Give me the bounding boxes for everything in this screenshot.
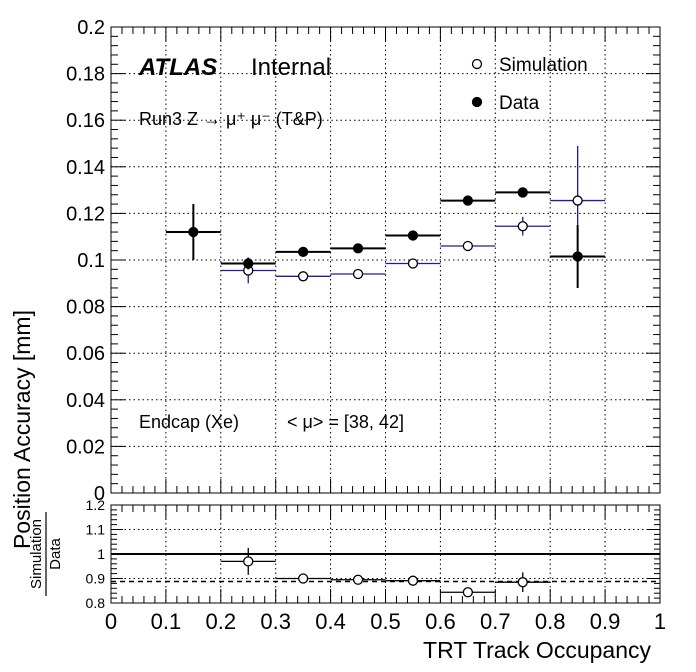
ratio-point	[407, 575, 419, 586]
simulation-point	[407, 258, 419, 269]
process-label: Run3 Z → μ⁺ μ⁻ (T&P)	[139, 109, 323, 129]
ratio-reference-lines	[111, 553, 660, 583]
data-point	[462, 195, 474, 206]
data-point	[352, 243, 364, 254]
ratio-panel: 0.80.911.11.2 0 0.1 0.2 0.3 0.4 0.5 0.6 0.7 0.8 0…	[28, 497, 666, 663]
data-point	[188, 226, 199, 238]
ratio-y-tick-label: 1.1	[86, 522, 106, 538]
atlas-brand: ATLAS	[138, 54, 217, 81]
x-tick-label: 0	[105, 609, 117, 634]
ratio-y-tick-label: 0.9	[86, 571, 106, 587]
x-axis-title: TRT Track Occupancy	[423, 637, 651, 663]
x-tick-label: 1	[654, 609, 666, 634]
y-tick-label: 0.18	[66, 64, 105, 86]
simulation-point	[572, 195, 583, 206]
main-ticks	[110, 26, 661, 494]
data-point	[572, 251, 583, 262]
ratio-point	[243, 556, 254, 567]
y-tick-label: 0	[94, 483, 105, 505]
legend-data-label: Data	[499, 93, 540, 114]
y-axis-title: Position Accuracy [mm]	[9, 310, 35, 549]
ratio-y-axis-title: Simulation Data	[28, 512, 64, 596]
main-panel: 00.020.040.060.080.10.120.140.160.180.2 …	[9, 17, 661, 549]
y-tick-label: 0.02	[66, 436, 105, 458]
x-tick-label: 0.3	[260, 609, 291, 634]
data-point	[243, 258, 254, 269]
main-series	[165, 145, 606, 288]
y-tick-label: 0.06	[66, 343, 105, 365]
atlas-status: Internal	[251, 54, 331, 81]
main-y-tick-labels: 0 0.02 0.04 0.06 0.08 0.1 0.12 0.14 0.16 0.18 0.2	[66, 17, 105, 505]
ratio-y-tick-label: 1	[97, 546, 105, 562]
y-tick-label: 0.1	[77, 250, 105, 272]
ratio-ticks	[110, 504, 661, 604]
y-tick-label: 0.2	[77, 17, 105, 39]
y-tick-label: 0.04	[66, 390, 105, 412]
x-tick-labels: 0 0.1 0.2 0.3 0.4 0.5 0.6 0.7 0.8 0.9 1	[105, 609, 666, 634]
data-point	[297, 246, 309, 257]
simulation-point	[462, 240, 474, 252]
x-tick-label: 0.4	[315, 609, 346, 634]
main-grid	[111, 27, 660, 493]
ratio-y-tick-labels: 0.8 0.9 1 1.1 1.2	[86, 497, 106, 611]
x-tick-label: 0.6	[425, 609, 456, 634]
ratio-point	[462, 587, 474, 598]
x-tick-label: 0.7	[480, 609, 511, 634]
x-tick-label: 0.8	[535, 609, 566, 634]
pileup-label: < μ> = [38, 42]	[287, 412, 404, 432]
y-tick-label: 0.16	[66, 110, 105, 132]
y-tick-label: 0.14	[66, 157, 105, 179]
legend: Simulation Data	[471, 55, 588, 114]
ratio-point	[352, 574, 364, 585]
x-tick-label: 0.2	[206, 609, 237, 634]
y-tick-label: 0.12	[66, 203, 105, 225]
ratio-ylabel-denominator: Data	[47, 538, 64, 570]
ratio-point	[297, 573, 309, 584]
simulation-point	[517, 221, 528, 232]
data-point	[407, 230, 419, 241]
simulation-point	[297, 271, 309, 282]
x-tick-label: 0.9	[590, 609, 621, 634]
simulation-point	[352, 268, 364, 280]
legend-simulation-label: Simulation	[499, 55, 588, 76]
ratio-ylabel-numerator: Simulation	[28, 519, 45, 589]
y-tick-label: 0.08	[66, 297, 105, 319]
x-tick-label: 0.5	[370, 609, 401, 634]
region-label: Endcap (Xe)	[139, 412, 239, 432]
data-point	[517, 187, 528, 198]
ratio-y-tick-label: 1.2	[86, 497, 106, 513]
legend-data-marker	[471, 96, 483, 108]
ratio-point	[517, 577, 528, 588]
ratio-y-tick-label: 0.8	[86, 595, 106, 611]
legend-simulation-marker	[471, 58, 483, 70]
x-tick-label: 0.1	[151, 609, 182, 634]
ratio-series	[220, 547, 551, 598]
